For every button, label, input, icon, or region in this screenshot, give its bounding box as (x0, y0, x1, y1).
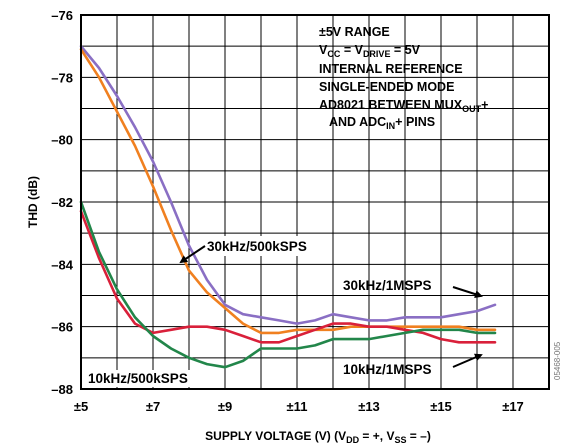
note-mode: SINGLE-ENDED MODE (319, 80, 454, 94)
x-tick-labels: ±5 ±7 ±9 ±11 ±13 ±15 ±17 (74, 399, 524, 414)
conditions-note: ±5V RANGE VCC = VDRIVE = 5V INTERNAL REF… (319, 25, 488, 131)
y-tick-label: –78 (51, 70, 73, 85)
y-axis-title: THD (dB) (26, 176, 40, 228)
x-tick-label: ±9 (218, 399, 232, 414)
x-tick-label: ±5 (74, 399, 88, 414)
note-pins: AND ADCIN+ PINS (329, 115, 435, 131)
annotation-arrow-30khz-1msps (452, 286, 483, 298)
x-tick-label: ±13 (358, 399, 380, 414)
x-tick-label: ±11 (287, 399, 308, 414)
annotation-30khz-1msps: 30kHz/1MSPS (343, 278, 432, 293)
y-tick-labels: –76 –78 –80 –82 –84 –86 –88 (51, 8, 73, 397)
figure-id: 05468-005 (553, 341, 562, 380)
note-reference: INTERNAL REFERENCE (319, 62, 463, 76)
series-line-30khz-500ksps (79, 47, 497, 335)
series-line-30khz-1msps (79, 44, 497, 325)
note-range: ±5V RANGE (319, 25, 390, 39)
note-supply: VCC = VDRIVE = 5V (319, 43, 421, 59)
y-tick-label: –88 (51, 382, 73, 397)
annotation-30khz-500ksps: 30kHz/500kSPS (207, 239, 307, 254)
series-annotations: 30kHz/500kSPS 30kHz/1MSPS 10kHz/1MSPS 10… (86, 236, 483, 387)
annotation-arrow-30khz-500ksps (179, 245, 206, 264)
y-tick-label: –76 (51, 8, 73, 23)
annotation-arrow-10khz-1msps (452, 353, 483, 368)
x-tick-label: ±7 (146, 399, 160, 414)
annotation-backdrop (86, 370, 202, 387)
x-tick-label: ±17 (502, 399, 524, 414)
annotation-10khz-500ksps: 10kHz/500kSPS (88, 371, 188, 386)
grid (81, 15, 549, 389)
series-line-10khz-500ksps (79, 200, 497, 369)
y-tick-label: –82 (51, 195, 73, 210)
x-axis-title: SUPPLY VOLTAGE (V) (VDD = +, VSS = –) (205, 429, 431, 445)
x-tick-label: ±15 (430, 399, 452, 414)
y-tick-label: –80 (51, 133, 73, 148)
note-amplifier: AD8021 BETWEEN MUXOUT+ (319, 98, 488, 114)
y-tick-label: –84 (51, 257, 73, 272)
series-lines (79, 44, 497, 369)
plot-area-frame (80, 14, 550, 390)
annotation-backdrop (204, 236, 310, 256)
y-tick-label: –86 (51, 320, 73, 335)
annotation-10khz-1msps: 10kHz/1MSPS (343, 362, 432, 377)
